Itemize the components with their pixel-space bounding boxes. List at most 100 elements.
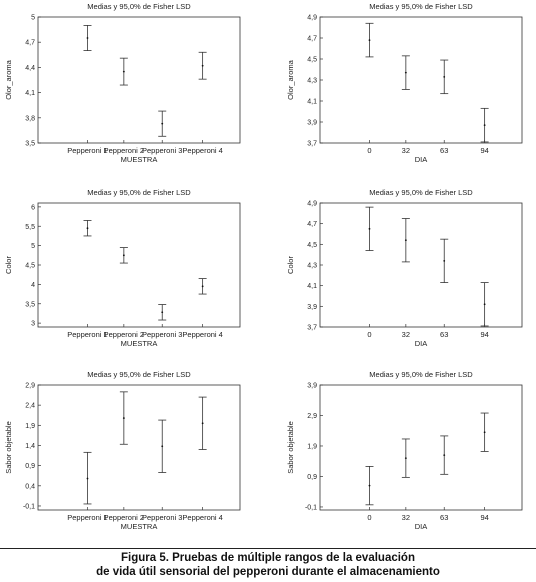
figure-caption-line-2: de vida útil sensorial del pepperoni dur… bbox=[96, 566, 440, 578]
y-tick-label: 3,8 bbox=[25, 115, 35, 122]
error-bar bbox=[198, 278, 207, 295]
mean-point bbox=[122, 254, 125, 257]
y-tick-label: 4,7 bbox=[307, 221, 317, 228]
x-tick-label: Pepperoni 4 bbox=[182, 330, 222, 339]
y-tick-label: 3,7 bbox=[307, 141, 317, 148]
y-tick-label: 4,3 bbox=[307, 263, 317, 270]
mean-point bbox=[122, 417, 125, 419]
mean-point bbox=[201, 64, 204, 67]
mean-point bbox=[368, 227, 371, 230]
plot-frame bbox=[37, 16, 241, 144]
error-bar bbox=[480, 412, 489, 452]
y-tick-label: 4,1 bbox=[307, 283, 317, 290]
mean-point bbox=[368, 484, 371, 487]
y-tick-label: 1,9 bbox=[25, 423, 35, 430]
y-tick-label: 3 bbox=[31, 321, 35, 328]
error-bar bbox=[158, 419, 167, 473]
y-tick-label: 0,9 bbox=[307, 474, 317, 481]
x-tick-label: 0 bbox=[367, 513, 371, 522]
chart-title: Medias y 95,0% de Fisher LSD bbox=[369, 370, 473, 379]
mean-point bbox=[86, 477, 89, 480]
mean-point bbox=[201, 422, 204, 425]
error-bar bbox=[365, 466, 374, 506]
error-bar bbox=[365, 22, 374, 58]
y-tick-label: -0,1 bbox=[23, 503, 35, 510]
chart-3: Medias y 95,0% de Fisher LSD 3 3,5 4 4,5 5 5,5… bbox=[4, 188, 241, 348]
error-bar bbox=[401, 438, 410, 478]
x-tick-label: 63 bbox=[440, 513, 448, 522]
y-axis-label: Olor_aroma bbox=[4, 59, 13, 99]
x-tick-label: Pepperoni 2 bbox=[104, 146, 144, 155]
x-tick-label: 32 bbox=[402, 330, 410, 339]
mean-point bbox=[122, 70, 125, 73]
error-bar bbox=[83, 220, 92, 237]
error-bar bbox=[158, 304, 167, 321]
x-tick-label: 63 bbox=[440, 146, 448, 155]
error-bar bbox=[440, 435, 449, 475]
chart-title: Medias y 95,0% de Fisher LSD bbox=[87, 370, 191, 379]
chart-5: Medias y 95,0% de Fisher LSD -0,1 0,4 0,9 1,… bbox=[4, 370, 241, 531]
y-tick-label: 4,1 bbox=[25, 90, 35, 97]
error-bar bbox=[480, 282, 489, 327]
error-bar bbox=[158, 110, 167, 137]
mean-point bbox=[443, 259, 446, 262]
error-bar bbox=[83, 24, 92, 51]
error-bar bbox=[440, 59, 449, 95]
chart-2: Medias y 95,0% de Fisher LSD 3,7 3,9 4,1 4,3… bbox=[286, 2, 523, 164]
y-tick-label: 4,5 bbox=[307, 242, 317, 249]
error-bar bbox=[365, 206, 374, 251]
x-tick-label: 94 bbox=[480, 146, 488, 155]
x-axis-label: DIA bbox=[415, 339, 428, 348]
error-bar bbox=[401, 218, 410, 263]
y-tick-label: 4,7 bbox=[307, 36, 317, 43]
x-tick-label: 94 bbox=[480, 330, 488, 339]
x-tick-label: Pepperoni 3 bbox=[142, 146, 182, 155]
error-bar bbox=[83, 451, 92, 505]
y-tick-label: 2,9 bbox=[307, 413, 317, 420]
error-bar bbox=[198, 51, 207, 80]
caption-top-rule bbox=[0, 548, 536, 549]
y-tick-label: 3,5 bbox=[25, 141, 35, 148]
x-tick-label: 63 bbox=[440, 330, 448, 339]
y-tick-label: 3,5 bbox=[25, 301, 35, 308]
chart-title: Medias y 95,0% de Fisher LSD bbox=[87, 2, 191, 11]
x-tick-label: Pepperoni 1 bbox=[67, 146, 107, 155]
mean-point bbox=[404, 71, 407, 74]
chart-title: Medias y 95,0% de Fisher LSD bbox=[87, 188, 191, 197]
y-tick-label: 4,3 bbox=[307, 78, 317, 85]
mean-point bbox=[86, 227, 89, 230]
error-bar bbox=[119, 391, 128, 445]
x-tick-label: Pepperoni 2 bbox=[104, 330, 144, 339]
y-tick-label: 5,5 bbox=[25, 224, 35, 231]
error-bar bbox=[440, 238, 449, 283]
y-tick-label: 3,9 bbox=[307, 120, 317, 127]
x-tick-label: Pepperoni 3 bbox=[142, 330, 182, 339]
y-tick-label: 5 bbox=[31, 15, 35, 22]
mean-point bbox=[404, 239, 407, 242]
x-tick-label: Pepperoni 3 bbox=[142, 513, 182, 522]
chart-title: Medias y 95,0% de Fisher LSD bbox=[369, 2, 473, 11]
mean-point bbox=[443, 75, 446, 78]
mean-point bbox=[161, 445, 164, 448]
mean-point bbox=[368, 39, 371, 41]
figure-caption-line-1: Figura 5. Pruebas de múltiple rangos de … bbox=[121, 552, 415, 564]
mean-point bbox=[201, 285, 204, 288]
y-tick-label: 0,4 bbox=[25, 483, 35, 490]
plot-frame bbox=[319, 16, 523, 144]
x-axis-label: DIA bbox=[415, 522, 428, 531]
y-tick-label: 0,9 bbox=[25, 463, 35, 470]
y-tick-label: 4,9 bbox=[307, 201, 317, 208]
charts-area: Medias y 95,0% de Fisher LSD 3,5 3,8 4,1 4,4… bbox=[4, 2, 523, 531]
chart-1: Medias y 95,0% de Fisher LSD 3,5 3,8 4,1 4,4… bbox=[4, 2, 241, 164]
x-tick-label: 32 bbox=[402, 513, 410, 522]
x-tick-label: Pepperoni 2 bbox=[104, 513, 144, 522]
y-tick-label: 1,9 bbox=[307, 443, 317, 450]
y-tick-label: 3,9 bbox=[307, 383, 317, 390]
y-tick-label: 4,5 bbox=[307, 57, 317, 64]
x-axis-label: MUESTRA bbox=[121, 522, 158, 531]
x-tick-label: 32 bbox=[402, 146, 410, 155]
x-tick-label: Pepperoni 4 bbox=[182, 146, 222, 155]
x-axis-label: MUESTRA bbox=[121, 155, 158, 164]
y-tick-label: 4,1 bbox=[307, 99, 317, 106]
y-tick-label: 2,4 bbox=[25, 403, 35, 410]
